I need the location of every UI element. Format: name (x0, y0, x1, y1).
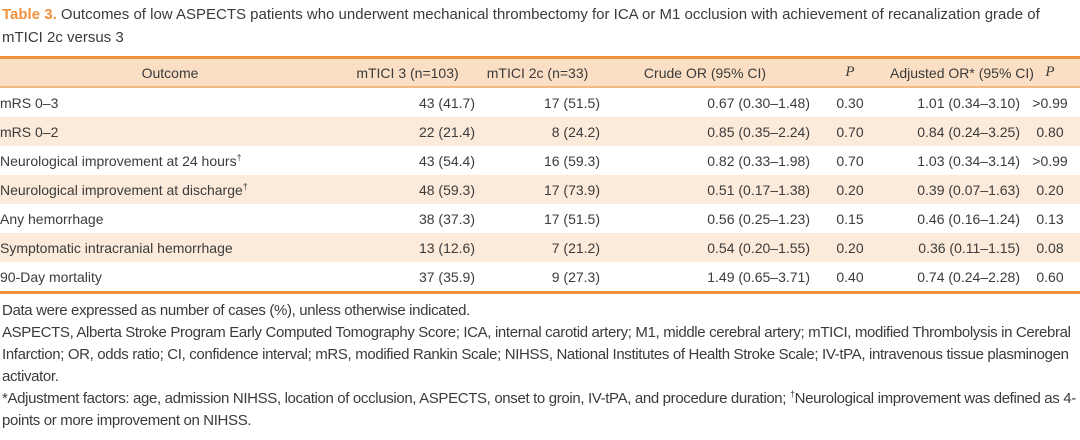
cell-crude-or: 0.82 (0.33–1.98) (707, 152, 810, 169)
cell-outcome: mRS 0–3 (0, 94, 59, 111)
cell-outcome: 90-Day mortality (0, 268, 102, 285)
table-header-row: Outcome mTICI 3 (n=103) mTICI 2c (n=33) … (0, 57, 1080, 87)
footnote-adjustment-factors: *Adjustment factors: age, admission NIHS… (2, 389, 1076, 430)
dagger-superscript: † (236, 151, 242, 162)
cell-p-crude: 0.70 (836, 152, 864, 169)
cell-mtici3: 37 (35.9) (418, 268, 475, 285)
cell-p-crude: 0.20 (836, 181, 864, 198)
footnote-abbreviations: ASPECTS, Alberta Stroke Program Early Co… (2, 324, 1071, 385)
cell-p-adjusted: >0.99 (1032, 152, 1068, 169)
cell-adjusted-or: 0.74 (0.24–2.28) (917, 268, 1020, 285)
cell-adjusted-or: 1.03 (0.34–3.14) (917, 152, 1020, 169)
cell-p-adjusted: >0.99 (1032, 94, 1068, 111)
column-header-adjusted-or: Adjusted OR* (95% CI) (890, 64, 1034, 81)
cell-outcome: Neurological improvement at 24 hours† (0, 151, 242, 169)
column-header-mtici2c: mTICI 2c (n=33) (486, 64, 589, 81)
cell-p-crude: 0.15 (836, 210, 864, 227)
cell-crude-or: 0.51 (0.17–1.38) (707, 181, 810, 198)
dagger-superscript: † (789, 389, 795, 399)
cell-crude-or: 0.85 (0.35–2.24) (707, 123, 810, 140)
column-header-outcome: Outcome (141, 64, 199, 81)
cell-adjusted-or: 0.39 (0.07–1.63) (917, 181, 1020, 198)
cell-mtici2c: 16 (59.3) (543, 152, 600, 169)
cell-p-adjusted: 0.60 (1036, 268, 1064, 285)
cell-mtici3: 22 (21.4) (418, 123, 475, 140)
cell-outcome: Symptomatic intracranial hemorrhage (0, 239, 233, 256)
table-row: Neurological improvement at 24 hours† 43… (0, 146, 1080, 175)
column-header-mtici3: mTICI 3 (n=103) (356, 64, 459, 81)
cell-adjusted-or: 0.84 (0.24–3.25) (917, 123, 1020, 140)
table-number-label: Table 3. (2, 6, 57, 23)
table-row: mRS 0–3 43 (41.7) 17 (51.5) 0.67 (0.30–1… (0, 87, 1080, 117)
cell-mtici3: 43 (54.4) (418, 152, 475, 169)
column-header-p-crude: P (845, 64, 855, 80)
cell-mtici3: 48 (59.3) (418, 181, 475, 198)
table-caption-text: Outcomes of low ASPECTS patients who und… (2, 6, 1040, 46)
cell-mtici2c: 17 (51.5) (543, 210, 600, 227)
cell-crude-or: 0.67 (0.30–1.48) (707, 94, 810, 111)
cell-p-adjusted: 0.08 (1036, 239, 1064, 256)
cell-p-adjusted: 0.80 (1036, 123, 1064, 140)
table-caption: Table 3. Outcomes of low ASPECTS patient… (2, 3, 1080, 49)
cell-crude-or: 1.49 (0.65–3.71) (707, 268, 810, 285)
cell-p-crude: 0.30 (836, 94, 864, 111)
column-header-crude-or: Crude OR (95% CI) (643, 64, 767, 81)
column-header-p-adjusted: P (1045, 64, 1055, 80)
footnote-data-expression: Data were expressed as number of cases (… (2, 302, 470, 319)
cell-crude-or: 0.54 (0.20–1.55) (707, 239, 810, 256)
cell-mtici2c: 7 (21.2) (551, 239, 600, 256)
table-row: mRS 0–2 22 (21.4) 8 (24.2) 0.85 (0.35–2.… (0, 117, 1080, 146)
cell-p-adjusted: 0.13 (1036, 210, 1064, 227)
table-footnotes: Data were expressed as number of cases (… (0, 300, 1080, 432)
cell-mtici2c: 17 (51.5) (543, 94, 600, 111)
cell-mtici2c: 17 (73.9) (543, 181, 600, 198)
table-row: 90-Day mortality 37 (35.9) 9 (27.3) 1.49… (0, 262, 1080, 293)
cell-mtici2c: 9 (27.3) (551, 268, 600, 285)
cell-mtici3: 43 (41.7) (418, 94, 475, 111)
outcomes-table: Outcome mTICI 3 (n=103) mTICI 2c (n=33) … (0, 56, 1080, 294)
cell-adjusted-or: 0.46 (0.16–1.24) (917, 210, 1020, 227)
dagger-superscript: † (242, 180, 248, 191)
cell-mtici2c: 8 (24.2) (551, 123, 600, 140)
cell-p-adjusted: 0.20 (1036, 181, 1064, 198)
cell-outcome: Any hemorrhage (0, 210, 104, 227)
cell-outcome: mRS 0–2 (0, 123, 59, 140)
cell-adjusted-or: 0.36 (0.11–1.15) (918, 239, 1020, 256)
cell-adjusted-or: 1.01 (0.34–3.10) (917, 94, 1020, 111)
cell-mtici3: 38 (37.3) (418, 210, 475, 227)
cell-p-crude: 0.40 (836, 268, 864, 285)
cell-p-crude: 0.20 (836, 239, 864, 256)
table-row: Symptomatic intracranial hemorrhage 13 (… (0, 233, 1080, 262)
paper-table-figure: Table 3. Outcomes of low ASPECTS patient… (0, 3, 1080, 440)
table-row: Neurological improvement at discharge† 4… (0, 175, 1080, 204)
cell-crude-or: 0.56 (0.25–1.23) (707, 210, 810, 227)
cell-outcome: Neurological improvement at discharge† (0, 180, 248, 198)
cell-p-crude: 0.70 (836, 123, 864, 140)
table-row: Any hemorrhage 38 (37.3) 17 (51.5) 0.56 … (0, 204, 1080, 233)
cell-mtici3: 13 (12.6) (418, 239, 475, 256)
